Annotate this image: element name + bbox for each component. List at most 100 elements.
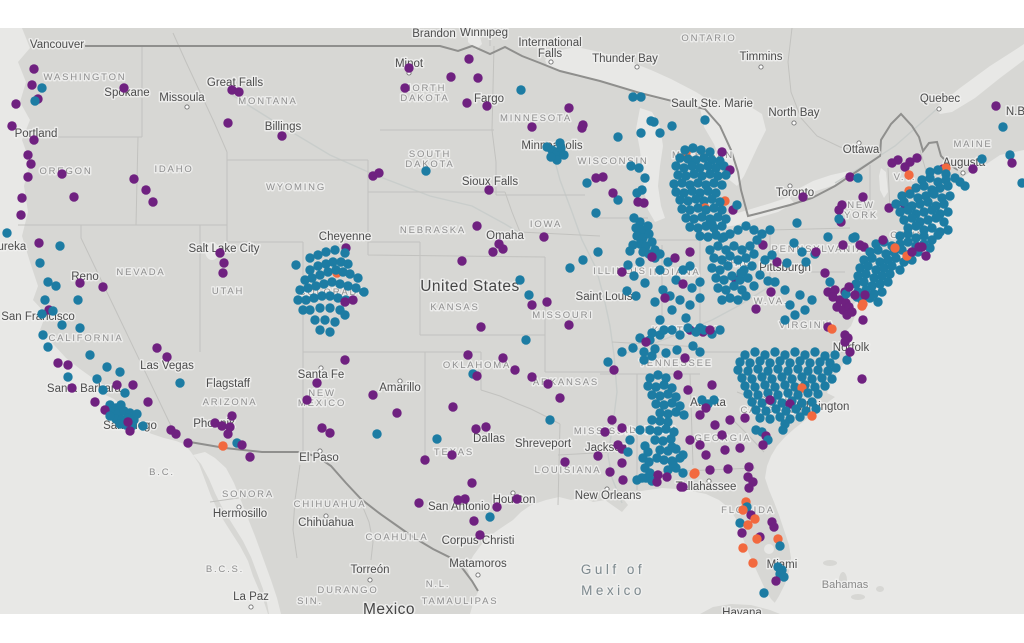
data-point-purple[interactable] (907, 247, 917, 257)
data-point-teal[interactable] (805, 358, 815, 368)
data-point-teal[interactable] (740, 381, 750, 391)
data-point-teal[interactable] (75, 323, 85, 333)
data-point-purple[interactable] (652, 477, 662, 487)
data-point-teal[interactable] (636, 128, 646, 138)
data-point-teal[interactable] (792, 218, 802, 228)
data-point-teal[interactable] (795, 290, 805, 300)
data-point-teal[interactable] (325, 327, 335, 337)
data-point-teal[interactable] (733, 365, 743, 375)
data-point-teal[interactable] (732, 200, 742, 210)
data-point-teal[interactable] (873, 297, 883, 307)
data-point-teal[interactable] (834, 214, 844, 224)
data-point-teal[interactable] (709, 253, 719, 263)
data-point-orange[interactable] (890, 243, 900, 253)
data-point-teal[interactable] (779, 572, 789, 582)
data-point-teal[interactable] (811, 404, 821, 414)
data-point-teal[interactable] (871, 265, 881, 275)
data-point-teal[interactable] (790, 310, 800, 320)
data-point-teal[interactable] (663, 409, 673, 419)
data-point-teal[interactable] (671, 407, 681, 417)
data-point-teal[interactable] (927, 205, 937, 215)
data-point-teal[interactable] (781, 406, 791, 416)
data-point-teal[interactable] (647, 415, 657, 425)
data-point-teal[interactable] (753, 390, 763, 400)
data-point-teal[interactable] (325, 291, 335, 301)
data-point-purple[interactable] (617, 267, 627, 277)
data-point-teal[interactable] (750, 347, 760, 357)
data-point-purple[interactable] (527, 122, 537, 132)
data-point-teal[interactable] (823, 366, 833, 376)
data-point-teal[interactable] (628, 343, 638, 353)
data-point-teal[interactable] (678, 450, 688, 460)
data-point-purple[interactable] (457, 256, 467, 266)
data-point-teal[interactable] (138, 421, 148, 431)
data-point-teal[interactable] (679, 163, 689, 173)
data-point-teal[interactable] (305, 305, 315, 315)
data-point-purple[interactable] (912, 153, 922, 163)
data-point-purple[interactable] (27, 80, 37, 90)
data-point-purple[interactable] (112, 380, 122, 390)
data-point-teal[interactable] (813, 389, 823, 399)
data-point-purple[interactable] (740, 413, 750, 423)
data-point-teal[interactable] (678, 468, 688, 478)
data-point-teal[interactable] (582, 178, 592, 188)
data-point-teal[interactable] (697, 212, 707, 222)
data-point-purple[interactable] (237, 440, 247, 450)
data-point-teal[interactable] (640, 173, 650, 183)
data-point-teal[interactable] (740, 350, 750, 360)
data-point-teal[interactable] (325, 303, 335, 313)
data-point-teal[interactable] (593, 247, 603, 257)
data-point-teal[interactable] (55, 241, 65, 251)
data-point-teal[interactable] (43, 342, 53, 352)
data-point-purple[interactable] (860, 290, 870, 300)
data-point-teal[interactable] (703, 232, 713, 242)
data-point-teal[interactable] (793, 364, 803, 374)
data-point-teal[interactable] (637, 473, 647, 483)
data-point-purple[interactable] (420, 455, 430, 465)
data-point-purple[interactable] (737, 528, 747, 538)
data-point-teal[interactable] (639, 355, 649, 365)
data-point-teal[interactable] (43, 277, 53, 287)
data-point-teal[interactable] (751, 405, 761, 415)
data-point-teal[interactable] (729, 241, 739, 251)
data-point-teal[interactable] (777, 398, 787, 408)
data-point-orange[interactable] (904, 170, 914, 180)
data-point-purple[interactable] (710, 420, 720, 430)
data-point-teal[interactable] (883, 277, 893, 287)
data-point-purple[interactable] (735, 443, 745, 453)
data-point-purple[interactable] (600, 427, 610, 437)
data-point-teal[interactable] (545, 415, 555, 425)
data-point-teal[interactable] (515, 275, 525, 285)
data-point-teal[interactable] (797, 247, 807, 257)
data-point-teal[interactable] (661, 348, 671, 358)
data-point-teal[interactable] (631, 291, 641, 301)
data-point-teal[interactable] (760, 380, 770, 390)
data-point-teal[interactable] (759, 588, 769, 598)
data-point-teal[interactable] (803, 388, 813, 398)
data-point-teal[interactable] (715, 325, 725, 335)
data-point-teal[interactable] (869, 273, 879, 283)
data-point-purple[interactable] (312, 378, 322, 388)
data-point-teal[interactable] (755, 413, 765, 423)
data-point-teal[interactable] (351, 283, 361, 293)
data-point-purple[interactable] (564, 320, 574, 330)
data-point-purple[interactable] (857, 374, 867, 384)
data-point-purple[interactable] (921, 251, 931, 261)
data-point-teal[interactable] (516, 85, 526, 95)
data-point-purple[interactable] (607, 415, 617, 425)
data-point-teal[interactable] (63, 372, 73, 382)
data-point-purple[interactable] (811, 247, 821, 257)
data-point-purple[interactable] (469, 516, 479, 526)
data-point-purple[interactable] (887, 158, 897, 168)
data-point-purple[interactable] (676, 482, 686, 492)
data-point-teal[interactable] (647, 237, 657, 247)
data-point-teal[interactable] (640, 278, 650, 288)
data-point-teal[interactable] (717, 255, 727, 265)
data-point-purple[interactable] (460, 494, 470, 504)
data-point-purple[interactable] (404, 63, 414, 73)
data-point-teal[interactable] (293, 295, 303, 305)
data-point-teal[interactable] (709, 203, 719, 213)
data-point-teal[interactable] (613, 195, 623, 205)
data-point-purple[interactable] (498, 353, 508, 363)
data-point-teal[interactable] (699, 153, 709, 163)
